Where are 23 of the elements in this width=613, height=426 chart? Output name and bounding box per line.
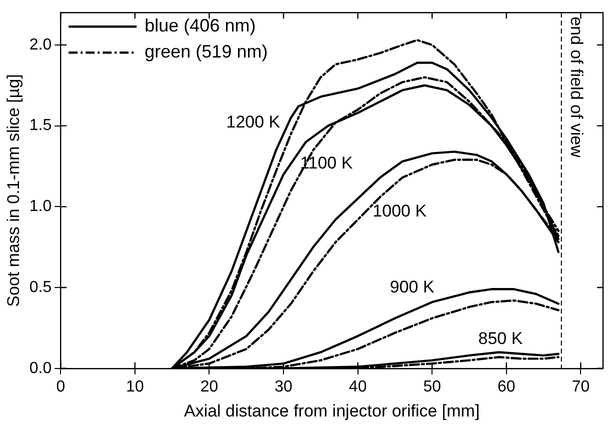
y-tick-label: 0.0 bbox=[29, 360, 52, 377]
legend-label: green (519 nm) bbox=[144, 42, 268, 62]
annotation: 900 K bbox=[390, 277, 435, 296]
y-tick-label: 0.5 bbox=[29, 278, 52, 296]
y-axis-title: Soot mass in 0.1-mm slice [µg] bbox=[4, 74, 23, 307]
annotation: 1200 K bbox=[226, 112, 281, 132]
y-tick-label: 1.5 bbox=[29, 117, 52, 134]
x-tick-label: 10 bbox=[126, 378, 144, 396]
annotation: 1000 K bbox=[372, 202, 428, 221]
y-tick-label: 2.0 bbox=[29, 36, 52, 54]
x-tick-label: 60 bbox=[498, 378, 516, 396]
x-tick-label: 0 bbox=[56, 378, 66, 396]
annotation: 850 K bbox=[478, 328, 524, 348]
x-tick-label: 70 bbox=[572, 378, 590, 396]
annotation: 1100 K bbox=[300, 154, 354, 173]
ref-line-label: end of field of view bbox=[567, 16, 586, 158]
y-tick-label: 1.0 bbox=[29, 198, 52, 216]
legend-label: blue (406 nm) bbox=[144, 16, 256, 36]
x-tick-label: 20 bbox=[200, 378, 218, 396]
x-tick-label: 50 bbox=[423, 378, 442, 396]
x-axis-title: Axial distance from injector orifice [mm] bbox=[184, 401, 480, 420]
x-tick-label: 30 bbox=[274, 378, 293, 396]
x-tick-label: 40 bbox=[348, 378, 367, 396]
